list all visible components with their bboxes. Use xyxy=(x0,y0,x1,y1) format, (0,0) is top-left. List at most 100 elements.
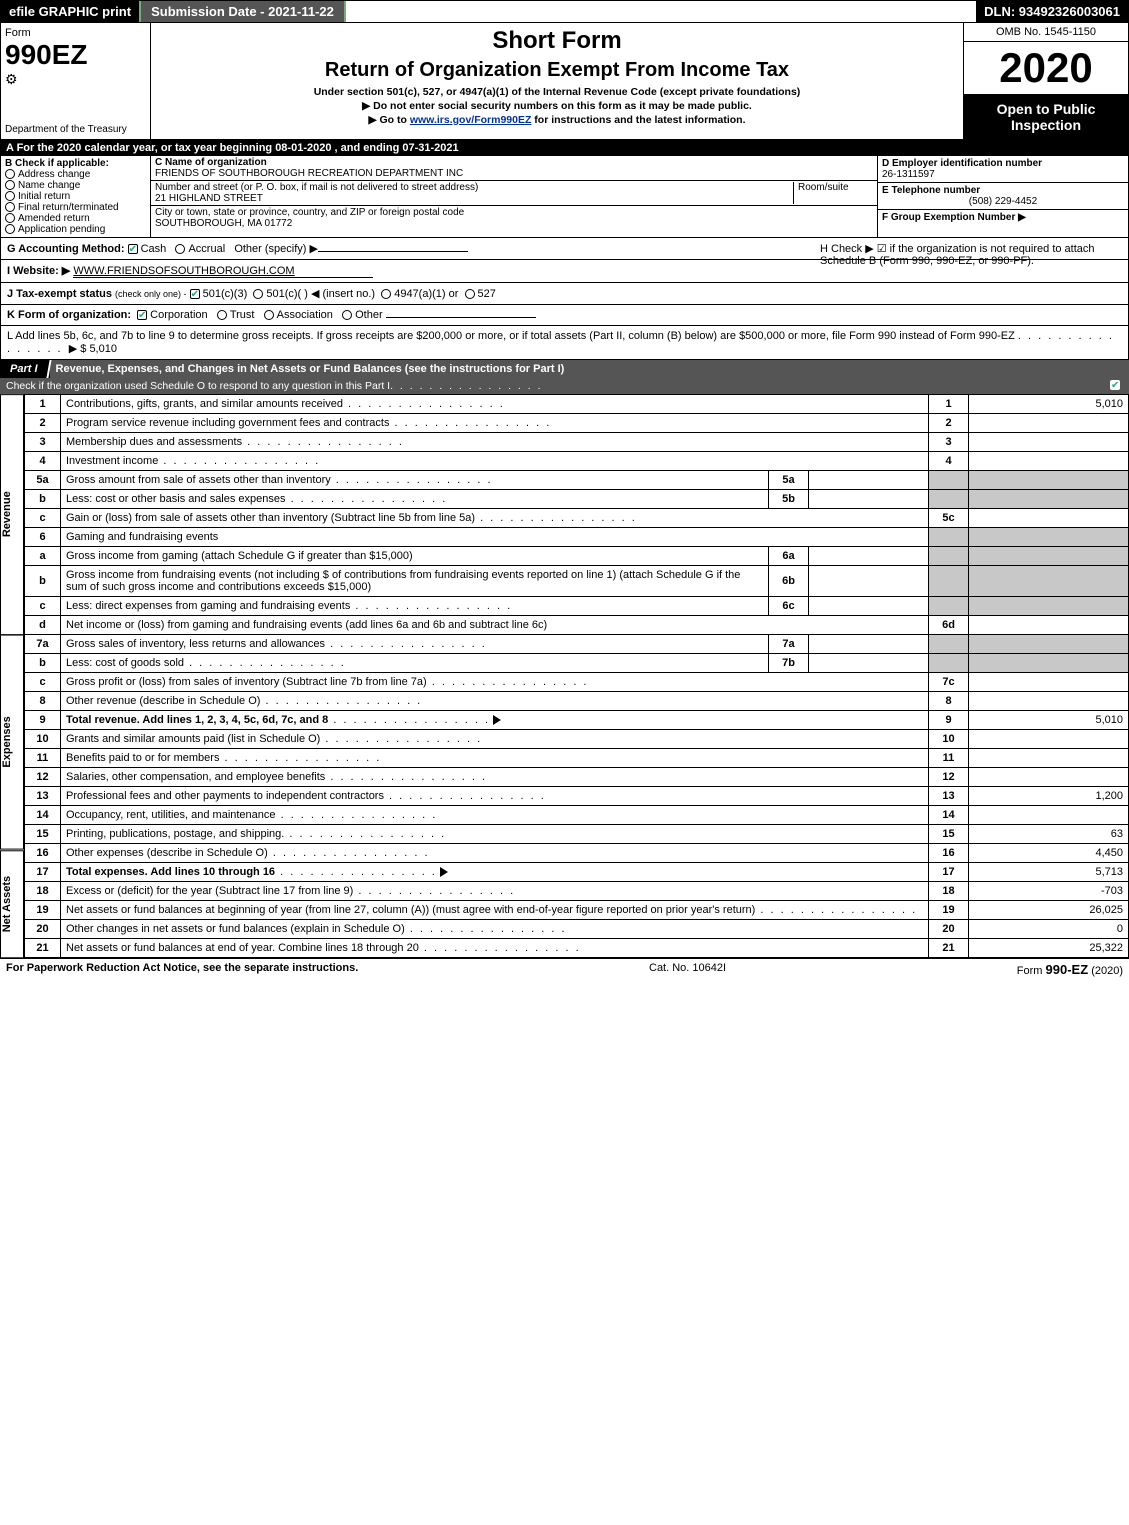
lbl-4947: 4947(a)(1) or xyxy=(394,288,458,300)
amt-1: 5,010 xyxy=(969,395,1129,414)
submission-date-label: Submission Date - 2021-11-22 xyxy=(139,1,346,22)
section-netassets-label: Net Assets xyxy=(0,850,24,958)
row-17: 17Total expenses. Add lines 10 through 1… xyxy=(25,863,1129,882)
amt-8 xyxy=(969,692,1129,711)
chk-final-return[interactable] xyxy=(5,202,15,212)
footer-left: For Paperwork Reduction Act Notice, see … xyxy=(6,962,358,977)
chk-corporation[interactable] xyxy=(137,310,147,320)
k-label: K Form of organization: xyxy=(7,309,131,321)
lbl-address-change: Address change xyxy=(18,169,90,180)
part-1-header: Part I Revenue, Expenses, and Changes in… xyxy=(0,360,1129,378)
lbl-501c: 501(c)( ) ◀ (insert no.) xyxy=(266,288,375,300)
website-link[interactable]: WWW.FRIENDSOFSOUTHBOROUGH.COM xyxy=(73,265,294,277)
lbl-association: Association xyxy=(277,309,333,321)
chk-4947[interactable] xyxy=(381,289,391,299)
col-b-heading: B Check if applicable: xyxy=(5,158,146,169)
row-7a: 7aGross sales of inventory, less returns… xyxy=(25,635,1129,654)
header-center: Short Form Return of Organization Exempt… xyxy=(151,23,963,139)
chk-amended-return[interactable] xyxy=(5,213,15,223)
lbl-cash: Cash xyxy=(141,243,167,255)
amt-10 xyxy=(969,730,1129,749)
chk-association[interactable] xyxy=(264,310,274,320)
column-b-checkboxes: B Check if applicable: Address change Na… xyxy=(1,156,151,237)
row-20: 20Other changes in net assets or fund ba… xyxy=(25,920,1129,939)
lbl-accrual: Accrual xyxy=(188,243,225,255)
part-1-title: Revenue, Expenses, and Changes in Net As… xyxy=(50,360,1129,378)
efile-print-label[interactable]: efile GRAPHIC print xyxy=(1,1,139,22)
ein-label: D Employer identification number xyxy=(882,158,1124,169)
org-street: 21 HIGHLAND STREET xyxy=(155,193,793,204)
chk-schedule-o[interactable] xyxy=(1110,380,1120,390)
header-right: OMB No. 1545-1150 2020 Open to Public In… xyxy=(963,23,1128,139)
goto-line: ▶ Go to www.irs.gov/Form990EZ for instru… xyxy=(155,114,959,126)
row-11: 11Benefits paid to or for members11 xyxy=(25,749,1129,768)
chk-cash[interactable] xyxy=(128,244,138,254)
lbl-527: 527 xyxy=(478,288,496,300)
row-19: 19Net assets or fund balances at beginni… xyxy=(25,901,1129,920)
row-6b: bGross income from fundraising events (n… xyxy=(25,566,1129,597)
line-k: K Form of organization: Corporation Trus… xyxy=(0,305,1129,326)
amt-20: 0 xyxy=(969,920,1129,939)
amt-19: 26,025 xyxy=(969,901,1129,920)
row-5a: 5aGross amount from sale of assets other… xyxy=(25,471,1129,490)
chk-accrual[interactable] xyxy=(175,244,185,254)
row-21: 21Net assets or fund balances at end of … xyxy=(25,939,1129,958)
column-d-ids: D Employer identification number 26-1311… xyxy=(878,156,1128,237)
chk-other-org[interactable] xyxy=(342,310,352,320)
c-city-label: City or town, state or province, country… xyxy=(155,207,873,218)
short-form-title: Short Form xyxy=(155,27,959,55)
l-amount: ▶ $ 5,010 xyxy=(69,343,117,355)
lbl-501c3: 501(c)(3) xyxy=(203,288,248,300)
j-label: J Tax-exempt status xyxy=(7,288,112,300)
org-info-section: B Check if applicable: Address change Na… xyxy=(0,156,1129,238)
amt-11 xyxy=(969,749,1129,768)
org-city: SOUTHBOROUGH, MA 01772 xyxy=(155,218,873,229)
ssn-note: ▶ Do not enter social security numbers o… xyxy=(155,100,959,112)
row-8: 8Other revenue (describe in Schedule O)8 xyxy=(25,692,1129,711)
lbl-initial-return: Initial return xyxy=(18,191,70,202)
footer-right: Form 990-EZ (2020) xyxy=(1017,962,1123,977)
amt-21: 25,322 xyxy=(969,939,1129,958)
section-revenue-label: Revenue xyxy=(0,394,24,635)
amt-2 xyxy=(969,414,1129,433)
tel-value: (508) 229-4452 xyxy=(882,196,1124,207)
lbl-corporation: Corporation xyxy=(150,309,207,321)
chk-trust[interactable] xyxy=(217,310,227,320)
amt-18: -703 xyxy=(969,882,1129,901)
chk-501c[interactable] xyxy=(253,289,263,299)
page-footer: For Paperwork Reduction Act Notice, see … xyxy=(0,958,1129,980)
lbl-name-change: Name change xyxy=(18,180,80,191)
lbl-amended-return: Amended return xyxy=(18,213,90,224)
ein-value: 26-1311597 xyxy=(882,169,1124,180)
row-3: 3Membership dues and assessments3 xyxy=(25,433,1129,452)
arrow-icon xyxy=(493,715,501,725)
line-a-tax-year: A For the 2020 calendar year, or tax yea… xyxy=(0,140,1129,156)
amt-13: 1,200 xyxy=(969,787,1129,806)
line-l: L Add lines 5b, 6c, and 7b to line 9 to … xyxy=(0,326,1129,360)
group-exemption-label: F Group Exemption Number ▶ xyxy=(882,212,1124,223)
row-4: 4Investment income4 xyxy=(25,452,1129,471)
room-suite-label: Room/suite xyxy=(793,182,873,204)
part-1-tag: Part I xyxy=(0,360,51,378)
header-left: Form 990EZ ⚙ Department of the Treasury xyxy=(1,23,151,139)
chk-527[interactable] xyxy=(465,289,475,299)
irs-link[interactable]: www.irs.gov/Form990EZ xyxy=(410,114,532,126)
top-bar: efile GRAPHIC print Submission Date - 20… xyxy=(0,0,1129,23)
row-10: 10Grants and similar amounts paid (list … xyxy=(25,730,1129,749)
lbl-other-org: Other xyxy=(355,309,383,321)
row-12: 12Salaries, other compensation, and empl… xyxy=(25,768,1129,787)
lbl-final-return: Final return/terminated xyxy=(18,202,119,213)
amt-12 xyxy=(969,768,1129,787)
chk-initial-return[interactable] xyxy=(5,191,15,201)
chk-501c3[interactable] xyxy=(190,289,200,299)
row-14: 14Occupancy, rent, utilities, and mainte… xyxy=(25,806,1129,825)
amt-15: 63 xyxy=(969,825,1129,844)
chk-address-change[interactable] xyxy=(5,169,15,179)
l-text: L Add lines 5b, 6c, and 7b to line 9 to … xyxy=(7,330,1015,342)
chk-application-pending[interactable] xyxy=(5,224,15,234)
part-1-table: Revenue Expenses Net Assets 1Contributio… xyxy=(0,394,1129,958)
column-c-org: C Name of organization FRIENDS OF SOUTHB… xyxy=(151,156,878,237)
chk-name-change[interactable] xyxy=(5,180,15,190)
amt-3 xyxy=(969,433,1129,452)
open-public-badge: Open to Public Inspection xyxy=(964,95,1128,139)
